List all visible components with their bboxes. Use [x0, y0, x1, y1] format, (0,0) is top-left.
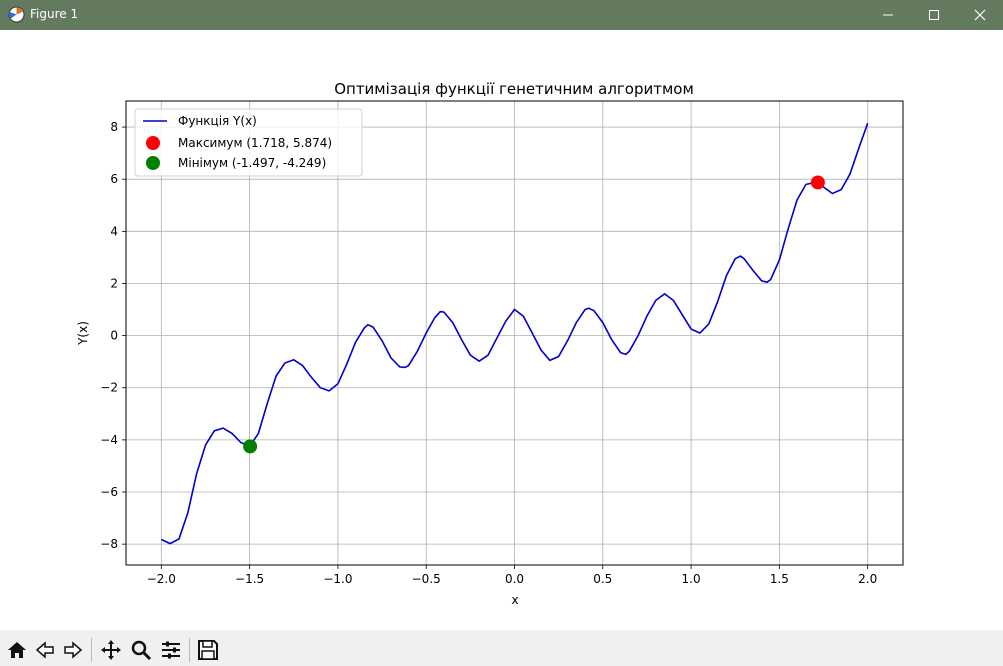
chart-title: Оптимізація функції генетичним алгоритмо…: [334, 80, 694, 98]
x-tick-label: −1.0: [323, 572, 352, 586]
y-tick-label: 8: [110, 120, 118, 134]
x-tick-label: −1.5: [235, 572, 264, 586]
y-tick-label: −2: [100, 381, 118, 395]
chart: Оптимізація функції генетичним алгоритмо…: [76, 80, 904, 607]
maximize-icon: [929, 10, 939, 20]
x-tick-label: 1.5: [770, 572, 789, 586]
navigation-toolbar: [0, 630, 1003, 666]
legend-box: [134, 108, 363, 177]
grid: [126, 101, 903, 565]
x-axis-label: x: [511, 593, 518, 607]
y-ticks: −8 −6 −4 −2 0 2 4 6 8: [100, 120, 126, 551]
legend-max-marker: [146, 136, 160, 150]
legend-min-marker: [146, 156, 160, 170]
x-tick-label: 0.5: [593, 572, 612, 586]
y-tick-label: 0: [110, 329, 118, 343]
legend-label-min: Мінімум (-1.497, -4.249): [178, 156, 326, 170]
close-icon: [974, 9, 986, 21]
window-titlebar: Figure 1: [0, 0, 1003, 30]
x-tick-label: 0.0: [505, 572, 524, 586]
y-axis-label: Y(x): [76, 321, 90, 346]
x-tick-label: −0.5: [412, 572, 441, 586]
y-tick-label: 4: [110, 224, 118, 238]
y-tick-label: −4: [100, 433, 118, 447]
maximum-point: [810, 175, 825, 190]
minimize-icon: [883, 14, 893, 16]
y-tick-label: −8: [100, 537, 118, 551]
x-tick-label: −2.0: [147, 572, 176, 586]
x-ticks: −2.0 −1.5 −1.0 −0.5 0.0 0.5 1.0 1.5 2.0: [147, 565, 877, 586]
legend-label-function: Функція Y(x): [178, 114, 257, 128]
y-tick-label: 6: [110, 172, 118, 186]
function-curve: [160, 122, 869, 545]
matplotlib-app-icon: [8, 6, 25, 23]
y-tick-label: 2: [110, 276, 118, 290]
toolbar-separator: [189, 638, 190, 662]
minimize-button[interactable]: [865, 0, 911, 30]
minimum-point: [243, 439, 258, 454]
plot-frame: [125, 100, 904, 566]
toolbar-separator: [91, 638, 92, 662]
window-title: Figure 1: [30, 7, 79, 21]
home-icon[interactable]: [5, 638, 29, 662]
save-icon[interactable]: [196, 638, 220, 662]
back-icon[interactable]: [33, 638, 57, 662]
series-layer: [160, 122, 869, 545]
maximize-button[interactable]: [911, 0, 957, 30]
figure-canvas: Оптимізація функції генетичним алгоритмо…: [0, 30, 1003, 630]
forward-icon[interactable]: [61, 638, 85, 662]
close-button[interactable]: [957, 0, 1003, 30]
zoom-icon[interactable]: [129, 638, 153, 662]
x-tick-label: 1.0: [682, 572, 701, 586]
legend-label-max: Максимум (1.718, 5.874): [178, 136, 332, 150]
x-tick-label: 2.0: [858, 572, 877, 586]
pan-icon[interactable]: [99, 638, 123, 662]
y-tick-label: −6: [100, 485, 118, 499]
configure-subplots-icon[interactable]: [159, 638, 183, 662]
legend: Функція Y(x) Максимум (1.718, 5.874) Мін…: [134, 108, 363, 177]
